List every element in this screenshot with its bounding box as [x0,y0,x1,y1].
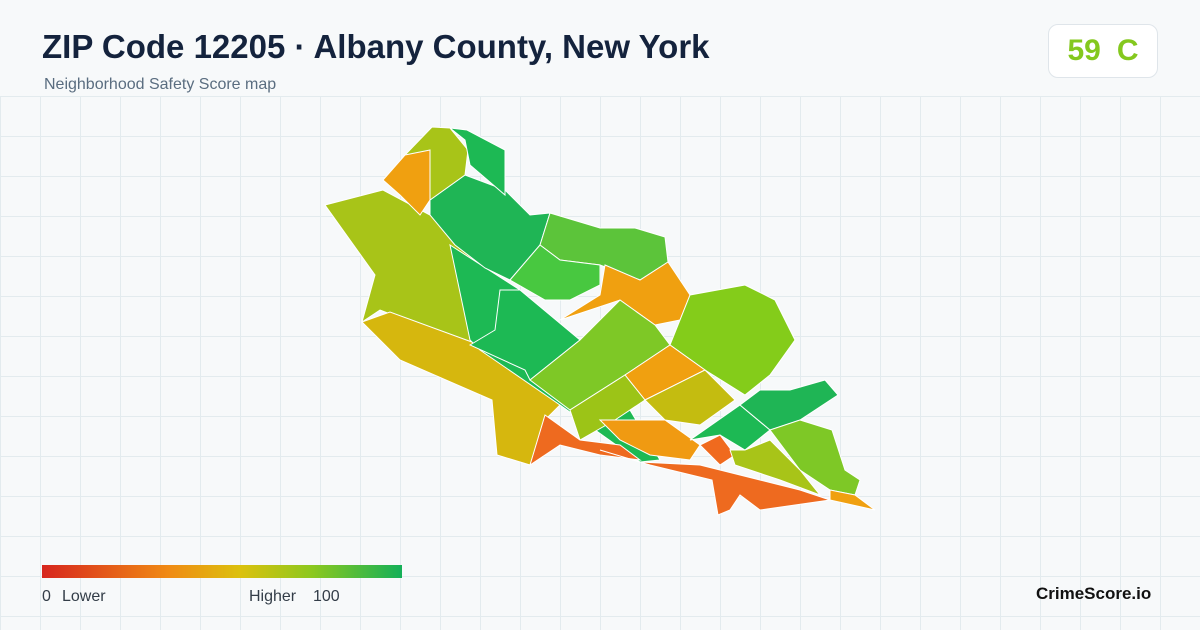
legend-ramp [42,565,402,578]
score-value: 59 [1067,34,1101,67]
area [689,404,771,451]
score-badge: 59 C [1048,24,1158,78]
legend-max: 100 [313,588,340,605]
score-grade: C [1116,34,1139,67]
area [729,439,822,497]
area [509,244,601,301]
legend-min: 0 [42,588,51,605]
legend-min-label: Lower [62,588,106,605]
area [382,149,431,216]
area [829,489,876,511]
area [448,127,506,197]
area [598,419,701,461]
area [644,369,736,426]
legend-max-label: Higher [249,588,297,605]
title: ZIP Code 12205 · Albany County, New York [42,28,710,65]
area [599,449,831,516]
area [468,289,581,381]
area [529,414,642,467]
brand: CrimeScore.io [1036,584,1152,603]
area [769,419,861,496]
area [669,284,796,396]
subtitle: Neighborhood Safety Score map [44,76,277,93]
